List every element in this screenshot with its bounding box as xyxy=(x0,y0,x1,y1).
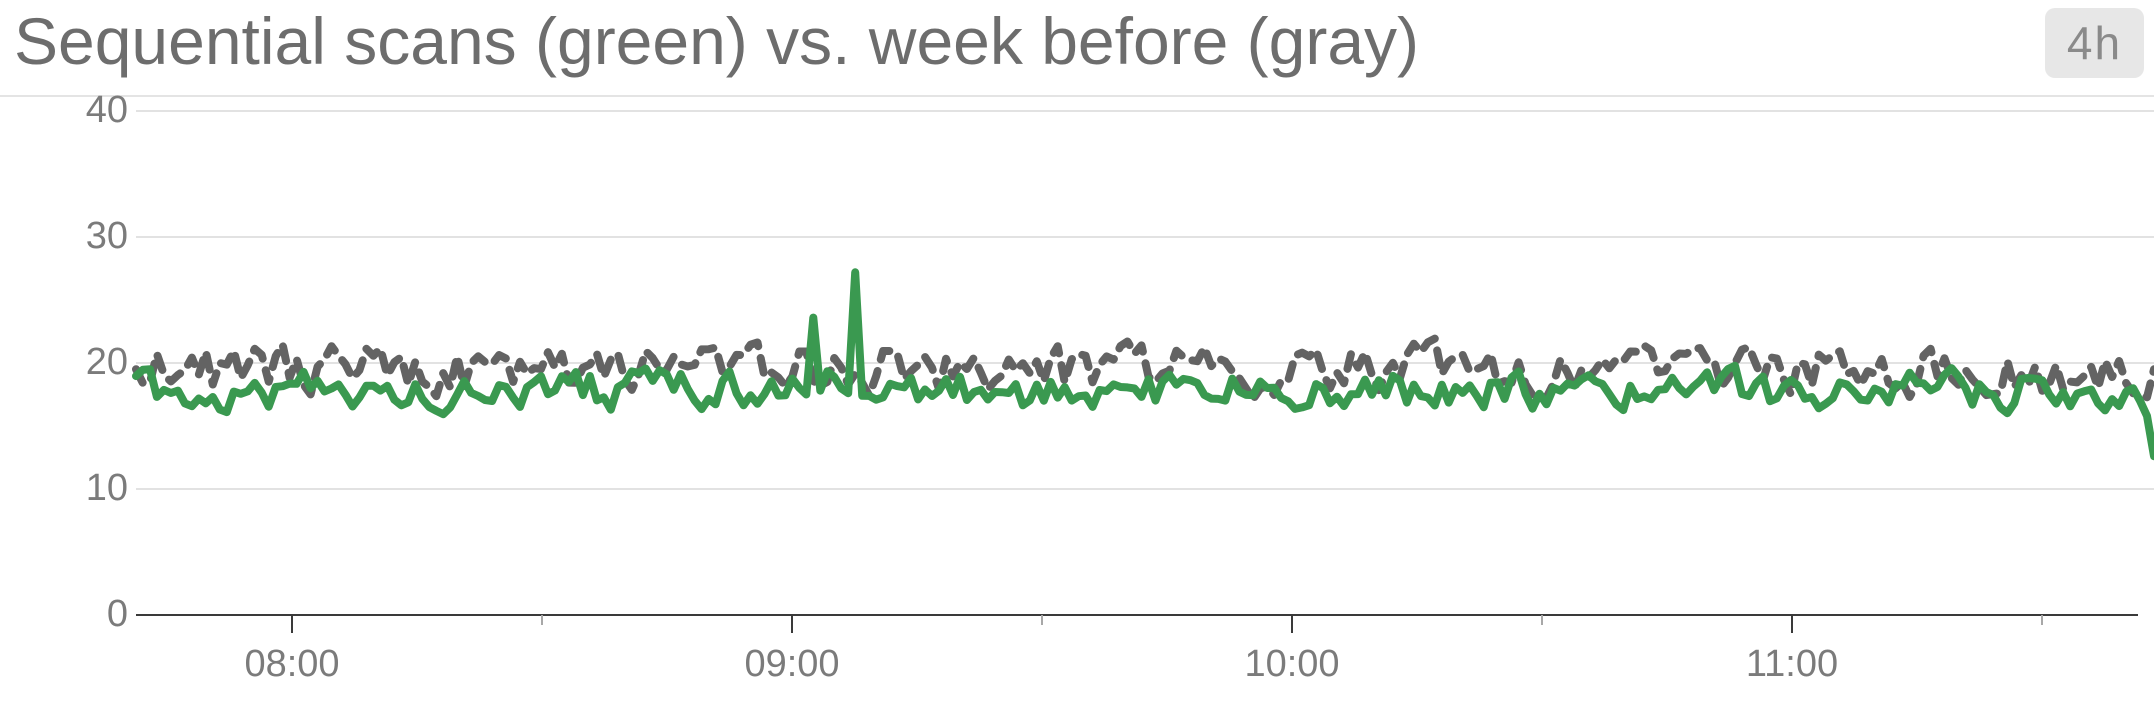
svg-text:10:00: 10:00 xyxy=(1244,643,1339,685)
svg-text:40: 40 xyxy=(86,89,128,131)
svg-text:0: 0 xyxy=(107,593,128,635)
svg-text:08:00: 08:00 xyxy=(244,643,339,685)
svg-text:11:00: 11:00 xyxy=(1746,643,1838,685)
svg-text:20: 20 xyxy=(86,341,128,383)
svg-text:09:00: 09:00 xyxy=(744,643,839,685)
svg-text:10: 10 xyxy=(86,467,128,509)
svg-text:30: 30 xyxy=(86,215,128,257)
